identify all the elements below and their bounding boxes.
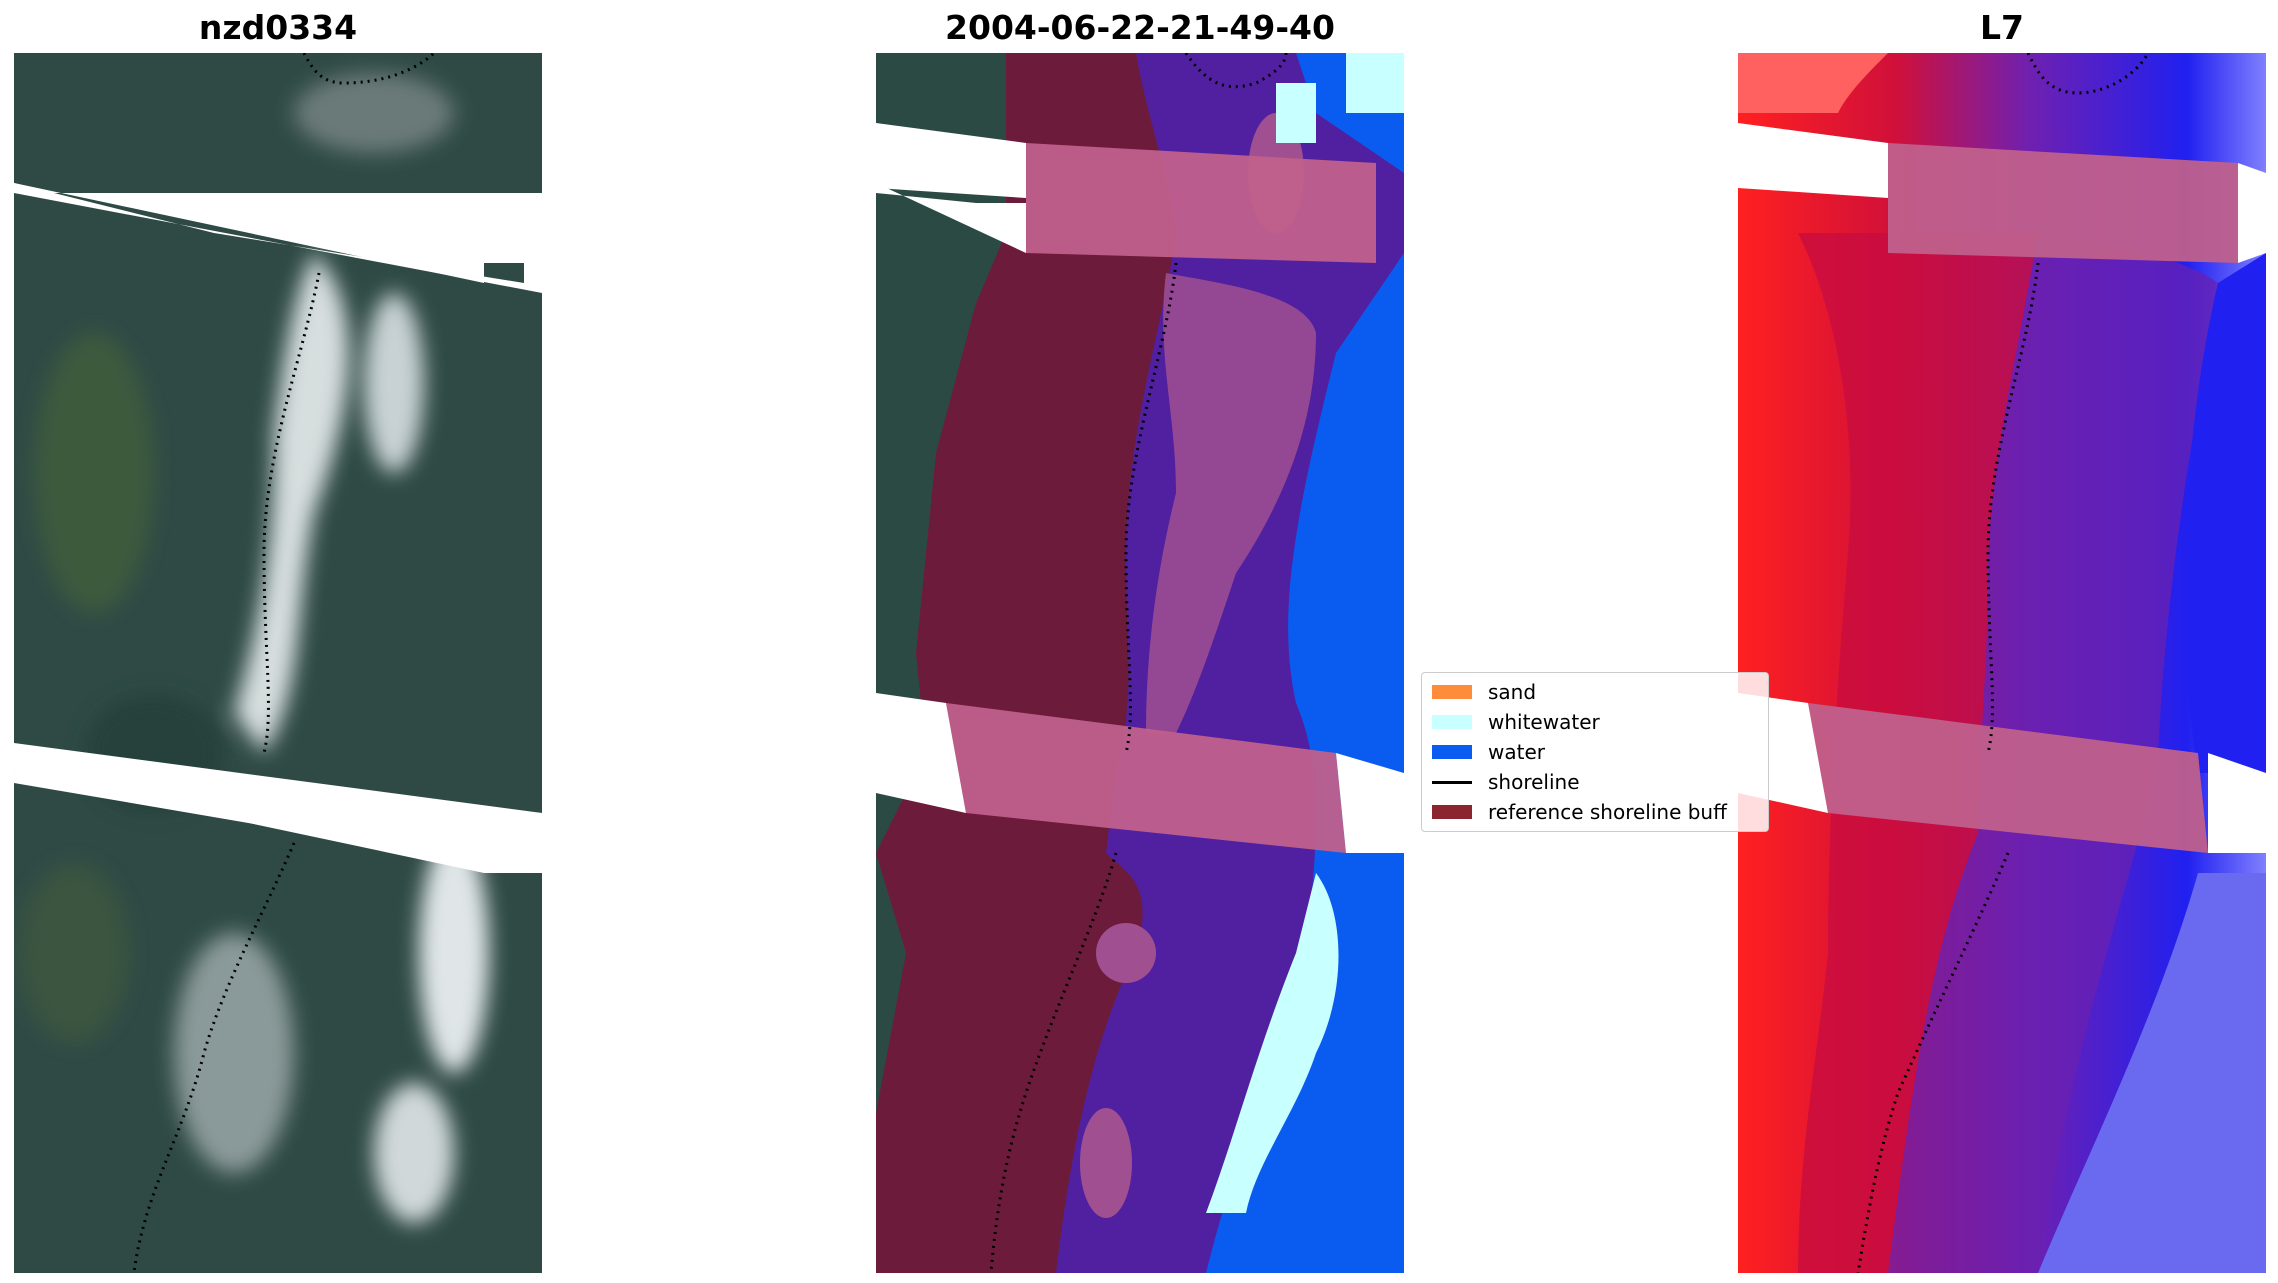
legend-label: whitewater bbox=[1488, 710, 1600, 734]
sand-swatch bbox=[1432, 685, 1472, 699]
panel-title-rgb: nzd0334 bbox=[198, 8, 358, 47]
legend-item-reference-buffer: reference shoreline buff bbox=[1432, 799, 1768, 825]
classified-image bbox=[876, 53, 1404, 1273]
panel-title-classified: 2004-06-22-21-49-40 bbox=[945, 8, 1335, 47]
legend-label: reference shoreline buff bbox=[1488, 800, 1727, 824]
legend-item-sand: sand bbox=[1432, 679, 1768, 705]
reference-buffer-swatch bbox=[1432, 805, 1472, 819]
legend-label: shoreline bbox=[1488, 770, 1580, 794]
panel-title-index: L7 bbox=[1980, 8, 2024, 47]
index-image-panel bbox=[1738, 53, 2266, 1273]
legend-item-whitewater: whitewater bbox=[1432, 709, 1768, 735]
water-swatch bbox=[1432, 745, 1472, 759]
whitewater-swatch bbox=[1432, 715, 1472, 729]
rgb-image bbox=[14, 53, 542, 1273]
shoreline-line bbox=[1432, 781, 1472, 784]
rgb-image-panel bbox=[14, 53, 542, 1273]
legend: sand whitewater water shoreline referenc… bbox=[1421, 672, 1769, 832]
index-image bbox=[1738, 53, 2266, 1273]
legend-item-shoreline: shoreline bbox=[1432, 769, 1768, 795]
legend-item-water: water bbox=[1432, 739, 1768, 765]
classified-image-panel bbox=[876, 53, 1404, 1273]
legend-label: water bbox=[1488, 740, 1545, 764]
legend-label: sand bbox=[1488, 680, 1537, 704]
